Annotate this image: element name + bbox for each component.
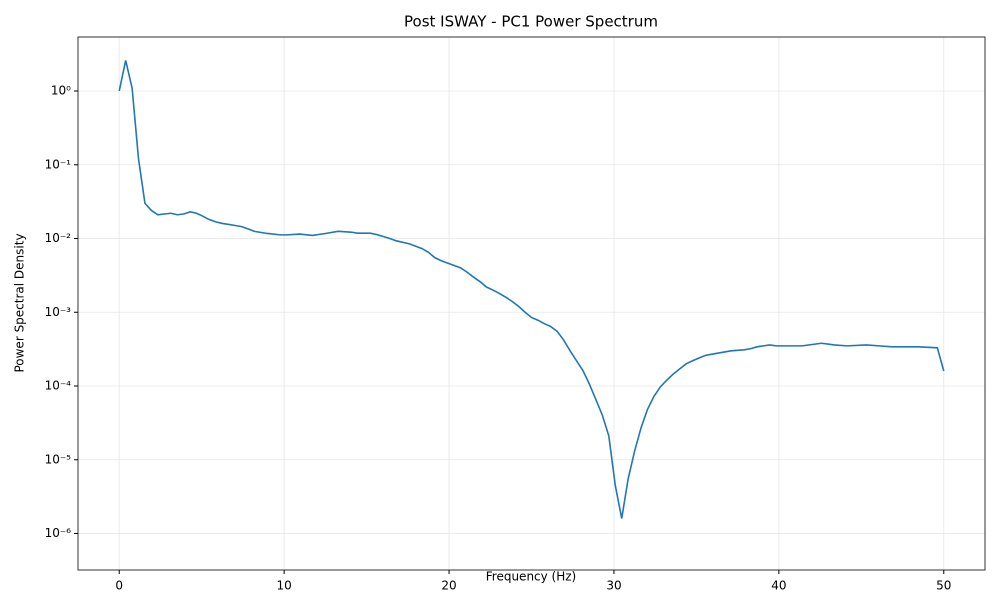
data-line	[118, 60, 945, 519]
y-tick-label: 10⁰	[51, 84, 71, 98]
y-tick-label: 10⁻³	[45, 305, 72, 319]
x-tick-label: 20	[441, 579, 456, 593]
y-axis-label: Power Spectral Density	[13, 233, 27, 372]
y-tick-label: 10⁻²	[45, 231, 72, 245]
plot-frame	[77, 36, 986, 571]
x-tick-label: 30	[606, 579, 621, 593]
x-tick-label: 50	[936, 579, 951, 593]
y-tick-label: 10⁻¹	[45, 157, 72, 171]
x-tick-label: 10	[276, 579, 291, 593]
y-tick-label: 10⁻⁵	[45, 452, 72, 466]
chart-title: Post ISWAY - PC1 Power Spectrum	[404, 13, 658, 31]
x-axis-label: Frequency (Hz)	[486, 570, 577, 584]
x-tick-label: 0	[115, 579, 123, 593]
x-tick-label: 40	[771, 579, 786, 593]
y-tick-label: 10⁻⁴	[45, 379, 72, 393]
y-tick-label: 10⁻⁶	[45, 526, 72, 540]
